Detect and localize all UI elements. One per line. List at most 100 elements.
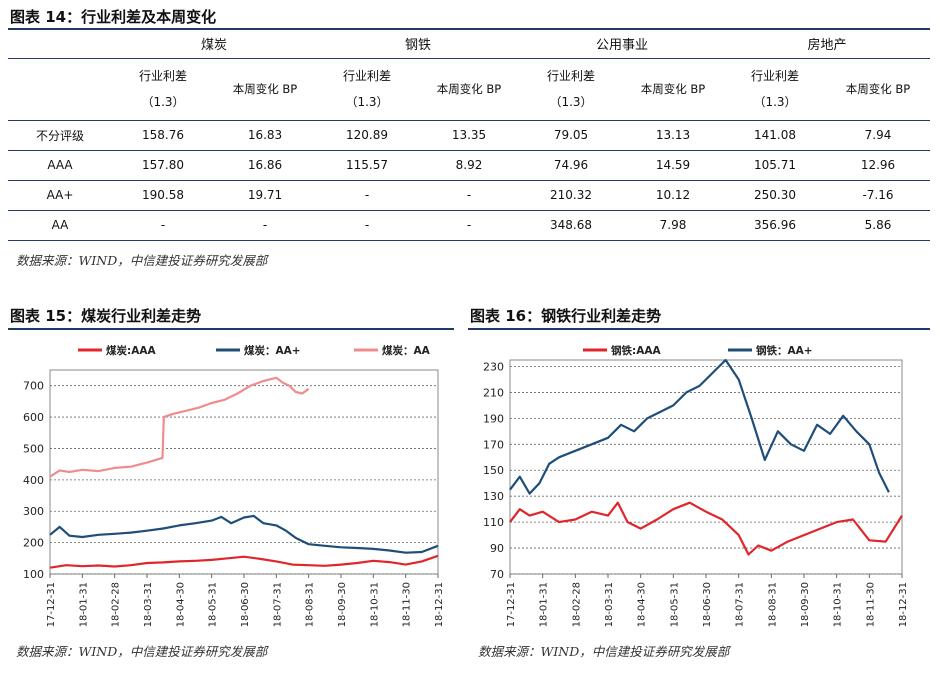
table-source-note: 数据来源：WIND，中信建投证券研究发展部 <box>16 253 268 268</box>
x-tick-label: 18-02-28 <box>571 582 582 627</box>
x-tick-label: 18-07-31 <box>735 582 746 627</box>
y-tick-label: 90 <box>490 542 504 555</box>
sub-header-label: 行业利差 <box>546 69 595 83</box>
table-cell: 79.05 <box>520 120 622 151</box>
y-tick-label: 400 <box>23 474 44 487</box>
spread-table: 煤炭 钢铁 公用事业 房地产 行业利差 （1.3） 本周变化 BP 行业利差 （1.… <box>8 30 930 241</box>
x-tick-label: 18-05-31 <box>208 582 219 627</box>
table-cell: - <box>214 210 316 241</box>
sub-header-note: （1.3） <box>141 95 185 109</box>
x-tick-label: 18-04-30 <box>637 582 648 627</box>
x-tick-label: 18-06-30 <box>240 582 251 627</box>
series-line <box>509 358 890 495</box>
table-cell: - <box>316 210 418 241</box>
sub-header-row: 行业利差 （1.3） 本周变化 BP 行业利差 （1.3） 本周变化 BP 行业利差… <box>8 58 930 121</box>
x-tick-label: 18-03-31 <box>143 582 154 627</box>
sub-header-change: 本周变化 BP <box>418 58 520 121</box>
series-line <box>49 376 310 478</box>
x-tick-label: 18-12-31 <box>434 582 445 627</box>
table-top-rule <box>8 28 930 30</box>
x-tick-label: 18-08-31 <box>767 582 778 627</box>
sub-header-note: （1.3） <box>549 95 593 109</box>
legend-label: 煤炭：AA <box>382 344 431 357</box>
table-cell: 74.96 <box>520 150 622 181</box>
legend-label: 煤炭：AA+ <box>244 344 301 357</box>
table-cell: 356.96 <box>724 210 826 241</box>
sub-header-label: 行业利差 <box>138 69 187 83</box>
series-line <box>49 554 439 569</box>
row-label: AA <box>8 210 112 241</box>
y-tick-label: 200 <box>23 537 44 550</box>
table-cell: 16.86 <box>214 150 316 181</box>
y-tick-label: 110 <box>483 516 504 529</box>
x-tick-label: 18-12-31 <box>898 582 909 627</box>
group-header: 房地产 <box>724 30 930 59</box>
sub-header-change: 本周变化 BP <box>622 58 724 121</box>
sub-header-spread: 行业利差 （1.3） <box>724 58 826 121</box>
table-cell: 250.30 <box>724 180 826 211</box>
chart16-top-rule <box>468 328 930 330</box>
x-tick-label: 18-09-30 <box>337 582 348 627</box>
y-tick-label: 700 <box>23 380 44 393</box>
table-cell: 141.08 <box>724 120 826 151</box>
legend-label: 钢铁：AA+ <box>756 344 813 357</box>
sub-header-spread: 行业利差 （1.3） <box>520 58 622 121</box>
legend-label: 钢铁:AAA <box>611 344 661 357</box>
y-tick-label: 230 <box>483 360 504 373</box>
chart16-svg: 钢铁:AAA 钢铁：AA+ 70 90 110 130 150 170 190 210 230 17-… <box>483 344 909 627</box>
x-tick-label: 17-12-31 <box>46 582 57 627</box>
table-cell: 13.35 <box>418 120 520 151</box>
table-cell: 157.80 <box>112 150 214 181</box>
table-row: AA - - - - 348.68 7.98 356.96 5.86 <box>8 210 930 241</box>
y-tick-label: 100 <box>23 568 44 581</box>
table-row: AAA 157.80 16.86 115.57 8.92 74.96 14.59… <box>8 150 930 181</box>
table-cell: 16.83 <box>214 120 316 151</box>
y-tick-label: 150 <box>483 464 504 477</box>
sub-header-change: 本周变化 BP <box>214 58 316 121</box>
x-tick-label: 18-08-31 <box>305 582 316 627</box>
x-tick-label: 18-07-31 <box>272 582 283 627</box>
table-cell: 120.89 <box>316 120 418 151</box>
chart15-container: 煤炭:AAA 煤炭：AA+ 煤炭：AA 100 200 300 400 500 600 700 17… <box>8 332 454 632</box>
y-tick-label: 210 <box>483 386 504 399</box>
table-cell: 348.68 <box>520 210 622 241</box>
series-line <box>509 501 903 556</box>
y-tick-label: 130 <box>483 490 504 503</box>
x-tick-label: 18-05-31 <box>669 582 680 627</box>
table-cell: 5.86 <box>826 210 930 241</box>
corner-cell <box>8 58 112 121</box>
chart15-svg: 煤炭:AAA 煤炭：AA+ 煤炭：AA 100 200 300 400 500 600 700 17… <box>23 344 445 627</box>
chart16-title: 图表 16：钢铁行业利差走势 <box>470 307 662 325</box>
row-label: AA+ <box>8 180 112 211</box>
table-cell: - <box>316 180 418 211</box>
chart15-title: 图表 15：煤炭行业利差走势 <box>10 307 202 325</box>
y-tick-label: 600 <box>23 411 44 424</box>
chart15-source-note: 数据来源：WIND，中信建投证券研究发展部 <box>16 644 268 659</box>
table-cell: 12.96 <box>826 150 930 181</box>
sub-header-label: 行业利差 <box>342 69 391 83</box>
table-cell: - <box>112 210 214 241</box>
x-tick-label: 17-12-31 <box>506 582 517 627</box>
chart16-container: 钢铁:AAA 钢铁：AA+ 70 90 110 130 150 170 190 210 230 17-… <box>468 332 930 632</box>
table-title: 图表 14：行业利差及本周变化 <box>10 8 217 26</box>
table-cell: 158.76 <box>112 120 214 151</box>
x-tick-label: 18-01-31 <box>539 582 550 627</box>
group-header: 钢铁 <box>316 30 520 59</box>
x-tick-label: 18-03-31 <box>604 582 615 627</box>
sub-header-label: 行业利差 <box>750 69 799 83</box>
chart15-top-rule <box>8 328 454 330</box>
row-label: 不分评级 <box>8 120 112 151</box>
chart16-source-note: 数据来源：WIND，中信建投证券研究发展部 <box>478 644 730 659</box>
table-cell: 10.12 <box>622 180 724 211</box>
x-tick-label: 18-11-30 <box>865 582 876 627</box>
table-cell: -7.16 <box>826 180 930 211</box>
series-line <box>49 514 439 554</box>
table-cell: 7.98 <box>622 210 724 241</box>
x-tick-label: 18-09-30 <box>800 582 811 627</box>
y-tick-label: 170 <box>483 438 504 451</box>
corner-cell <box>8 30 112 59</box>
row-label: AAA <box>8 150 112 181</box>
plot-frame <box>49 369 439 575</box>
y-tick-label: 70 <box>490 568 504 581</box>
y-tick-label: 300 <box>23 505 44 518</box>
